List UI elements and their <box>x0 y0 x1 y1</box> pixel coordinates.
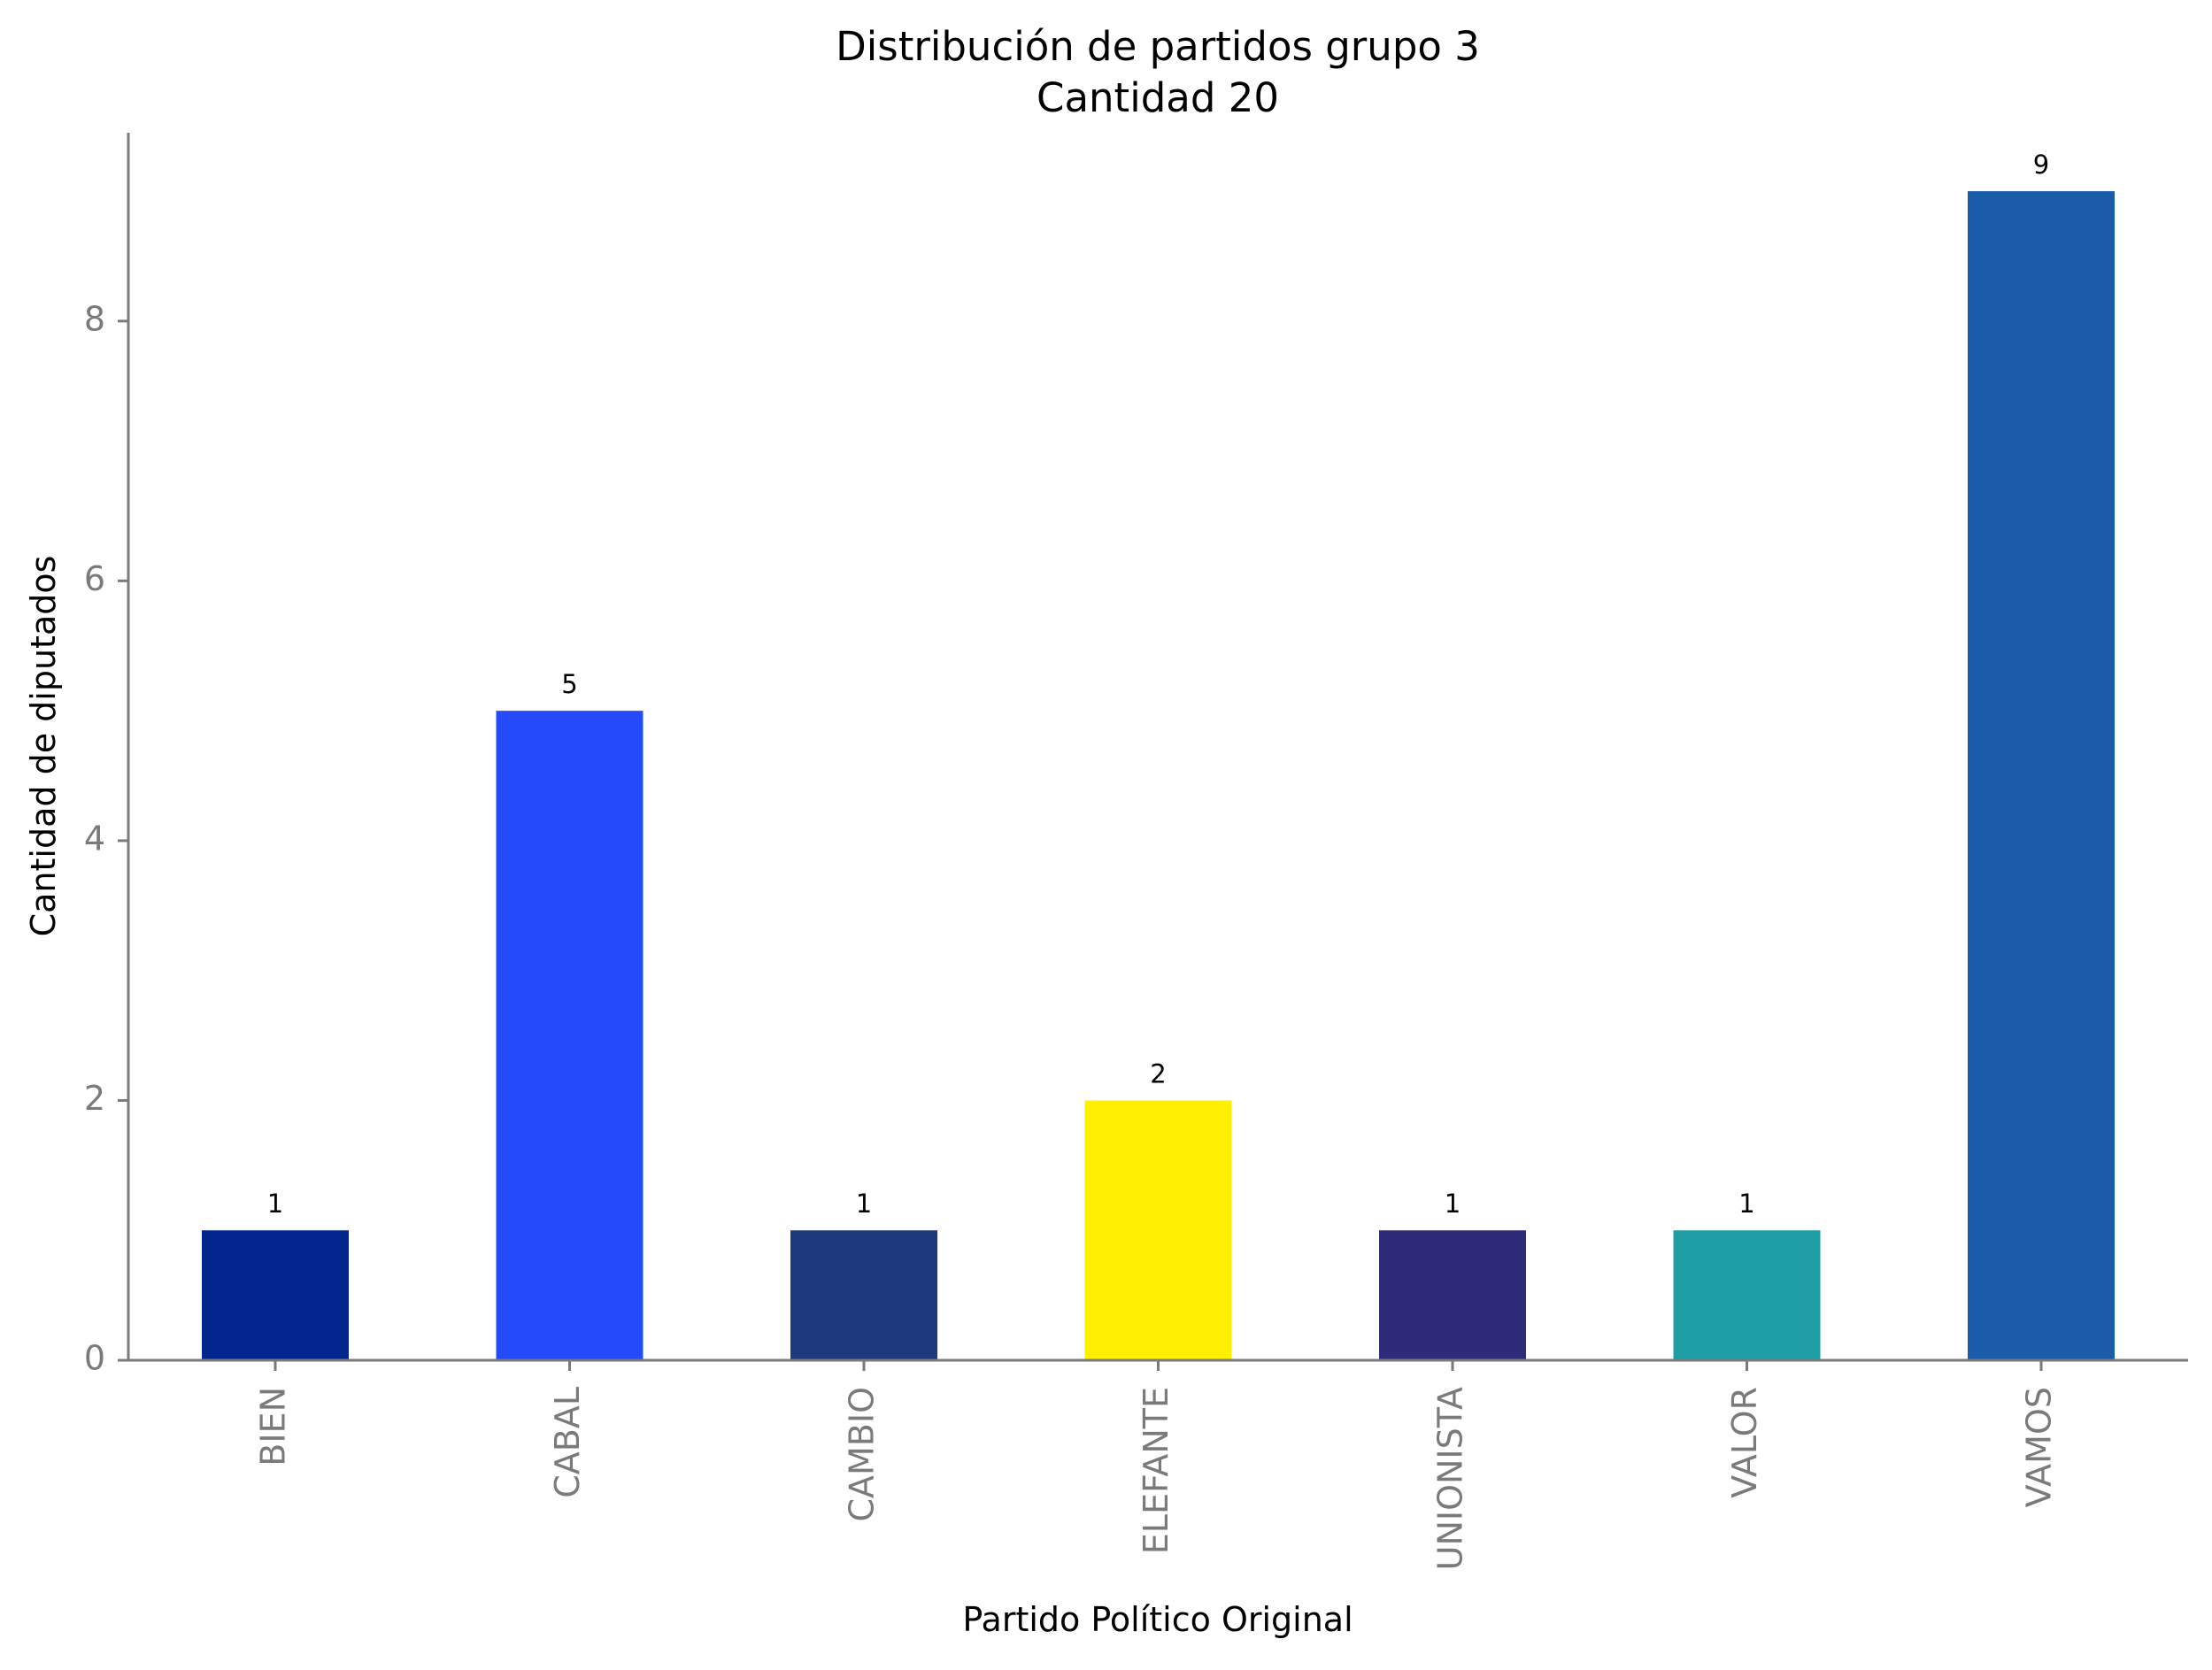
x-tick-label-unionista: UNIONISTA <box>1431 1387 1470 1570</box>
x-tick-label-elefante: ELEFANTE <box>1137 1387 1175 1554</box>
x-ticks-group: BIEN CABAL CAMBIO ELEFANTE UNIONISTA VALOR VAM… <box>254 1360 2059 1570</box>
y-tick-label-4: 4 <box>84 819 105 858</box>
y-tick-label-0: 0 <box>84 1339 105 1378</box>
data-label-unionista: 1 <box>1445 1189 1461 1219</box>
y-tick-label-2: 2 <box>84 1079 105 1118</box>
bar-cabal <box>496 711 644 1360</box>
chart-subtitle: Cantidad 20 <box>1037 74 1279 121</box>
data-label-elefante: 2 <box>1150 1058 1166 1089</box>
data-label-valor: 1 <box>1738 1189 1754 1219</box>
bar-bien <box>202 1230 349 1360</box>
y-tick-label-8: 8 <box>84 299 105 338</box>
x-tick-label-cambio: CAMBIO <box>843 1387 882 1522</box>
data-label-cabal: 5 <box>561 669 577 699</box>
y-ticks-group: 0 2 4 6 8 <box>84 299 128 1378</box>
data-label-cambio: 1 <box>856 1189 872 1219</box>
data-label-vamos: 9 <box>2033 150 2049 180</box>
bars-group <box>202 191 2115 1361</box>
y-axis-label: Cantidad de diputados <box>24 556 63 937</box>
bar-cambio <box>790 1230 937 1360</box>
data-label-bien: 1 <box>267 1189 283 1219</box>
chart-title: Distribución de partidos grupo 3 <box>836 23 1480 70</box>
x-tick-label-valor: VALOR <box>1725 1387 1764 1498</box>
x-axis-label: Partido Político Original <box>962 1600 1353 1639</box>
bar-unionista <box>1379 1230 1526 1360</box>
bar-elefante <box>1084 1100 1232 1360</box>
bar-vamos <box>1968 191 2115 1361</box>
x-tick-label-bien: BIEN <box>254 1387 293 1466</box>
x-tick-label-vamos: VAMOS <box>2020 1387 2059 1507</box>
data-labels-group: 1 5 1 2 1 1 9 <box>267 150 2049 1219</box>
bar-valor <box>1673 1230 1821 1360</box>
x-tick-label-cabal: CABAL <box>548 1387 587 1498</box>
y-tick-label-6: 6 <box>84 559 105 598</box>
